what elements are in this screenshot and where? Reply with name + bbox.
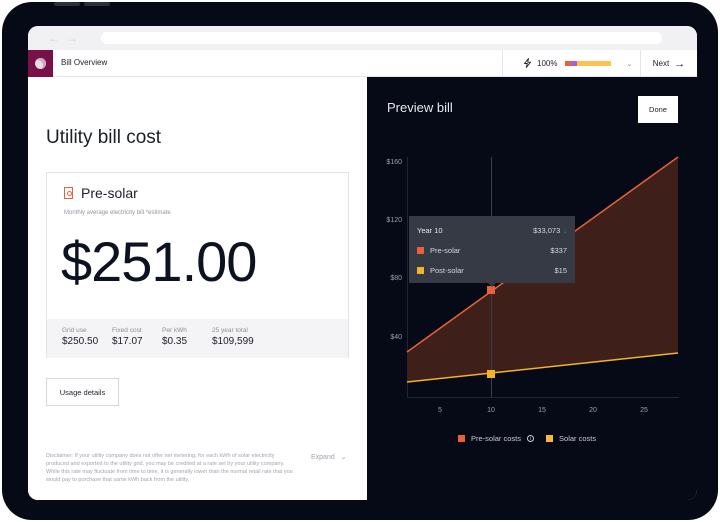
- done-button[interactable]: Done: [638, 96, 678, 123]
- app-header: Bill Overview 100% ⌄ Next →: [28, 50, 697, 77]
- solar-marker: [487, 370, 495, 378]
- offset-bar: [565, 61, 612, 66]
- preview-title: Preview bill: [387, 100, 453, 115]
- chevron-down-icon: ⌄: [340, 454, 347, 461]
- stat-25-year-total: 25 year total $109,599: [212, 327, 254, 347]
- url-bar[interactable]: [101, 32, 662, 44]
- y-tick-40: $40: [390, 334, 402, 341]
- legend-solar-swatch: [546, 435, 554, 442]
- browser-bar: ←→: [28, 26, 697, 50]
- bill-panel: Utility bill cost Pre-solar Monthly aver…: [28, 77, 367, 500]
- section-heading: Utility bill cost: [46, 127, 162, 148]
- stat-per-kwh: Per kWh $0.35: [162, 327, 188, 347]
- legend-pre-solar-label[interactable]: Pre-solar costs: [471, 434, 522, 443]
- pre-solar-swatch: [417, 247, 424, 254]
- expand-button[interactable]: Expand ⌄: [311, 453, 347, 461]
- bar-segment-mid: [571, 61, 578, 66]
- pre-solar-marker: [487, 286, 495, 294]
- logo-mark-icon: [35, 58, 46, 69]
- tooltip-total: $33,073: [533, 226, 561, 235]
- info-icon[interactable]: i: [527, 435, 535, 442]
- screen: ←→ Bill Overview 100% ⌄ Next: [28, 26, 697, 500]
- tooltip-pre-value: $337: [550, 246, 567, 255]
- hardware-button: [84, 2, 110, 6]
- next-label: Next: [652, 59, 670, 68]
- chevron-down-icon: ⌄: [626, 60, 633, 68]
- y-tick-80: $80: [390, 275, 402, 282]
- svg-text:15: 15: [538, 407, 546, 414]
- preview-panel: Preview bill Done $160 $120 $80 $40 5 10…: [367, 77, 697, 500]
- chart-tooltip: Year 10 $33,073 ↓ Pre-solar $337 Post-so…: [409, 216, 575, 287]
- usage-details-button[interactable]: Usage details: [46, 378, 119, 406]
- page-title: Bill Overview: [61, 58, 108, 67]
- bar-segment-pre: [565, 61, 572, 66]
- card-title: Pre-solar: [81, 185, 138, 201]
- disclaimer-text: Disclaimer: If your utility company does…: [46, 453, 293, 483]
- lightning-icon: [523, 57, 532, 70]
- y-tick-160: $160: [386, 159, 402, 166]
- logo[interactable]: [28, 50, 53, 77]
- offset-percent: 100%: [537, 59, 558, 68]
- y-tick-120: $120: [386, 217, 402, 224]
- monthly-amount: $251.00: [61, 230, 257, 293]
- stats-row: Grid use $250.50 Fixed cost $17.07 Per k…: [47, 319, 348, 358]
- bar-segment-solar: [577, 61, 612, 66]
- offset-meter-dropdown[interactable]: 100% ⌄: [502, 50, 640, 77]
- arrow-right-icon: →: [674, 57, 686, 70]
- chart-legend: Pre-solar costs i Solar costs: [458, 434, 596, 443]
- svg-text:20: 20: [589, 407, 597, 414]
- tooltip-year: Year 10: [417, 226, 443, 235]
- pre-solar-card: Pre-solar Monthly average electricity bi…: [46, 172, 349, 358]
- svg-text:25: 25: [640, 407, 648, 414]
- hardware-button: [54, 2, 80, 6]
- next-button[interactable]: Next →: [640, 50, 697, 77]
- arrow-down-icon: ↓: [563, 226, 567, 235]
- back-arrow-icon[interactable]: ←: [48, 31, 66, 45]
- svg-text:10: 10: [487, 407, 495, 414]
- tooltip-post-value: $15: [554, 266, 567, 275]
- tooltip-caret: [488, 283, 496, 287]
- legend-solar-label[interactable]: Solar costs: [559, 434, 597, 443]
- forward-arrow-icon[interactable]: →: [66, 31, 84, 45]
- legend-pre-solar-swatch: [458, 435, 465, 442]
- electric-meter-icon: [64, 187, 73, 199]
- browser-nav: ←→: [48, 31, 84, 45]
- stat-grid-use: Grid use $250.50: [62, 327, 99, 347]
- card-subtitle: Monthly average electricity bill *estima…: [64, 210, 171, 216]
- tooltip-pre-label: Pre-solar: [430, 246, 461, 255]
- svg-text:5: 5: [438, 407, 442, 414]
- stat-fixed-cost: Fixed cost $17.07: [112, 327, 143, 347]
- tooltip-post-label: Post-solar: [430, 266, 464, 275]
- post-solar-swatch: [417, 267, 424, 274]
- expand-label: Expand: [311, 454, 335, 461]
